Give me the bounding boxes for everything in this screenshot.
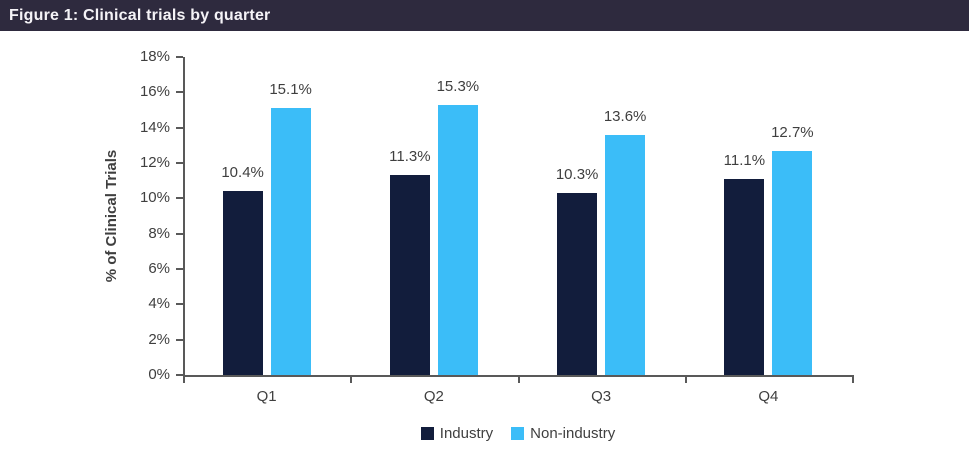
bar-industry-q3 <box>557 193 598 375</box>
figure-title-bar: Figure 1: Clinical trials by quarter <box>0 0 969 31</box>
y-tick-mark <box>176 126 183 129</box>
figure-title: Figure 1: Clinical trials by quarter <box>9 6 271 24</box>
y-tick-label: 8% <box>148 224 170 242</box>
x-category-label: Q4 <box>758 388 779 405</box>
y-tick-label: 6% <box>148 260 170 277</box>
y-tick-label: 0% <box>148 366 170 383</box>
x-category-label: Q3 <box>591 388 612 405</box>
y-tick-label: 10% <box>139 189 170 207</box>
y-tick-mark <box>176 162 183 164</box>
y-tick-mark <box>176 232 183 235</box>
x-tick-mark <box>517 375 520 383</box>
bar-industry-q2 <box>389 175 430 375</box>
y-tick-mark <box>176 91 183 94</box>
y-tick-mark <box>176 303 183 306</box>
y-tick-label: 16% <box>139 83 170 101</box>
legend-label: Industry <box>439 424 494 442</box>
x-tick-mark <box>684 375 687 383</box>
y-tick-label: 4% <box>148 295 170 313</box>
bar-value-label: 15.1% <box>269 81 312 99</box>
y-tick-mark <box>176 268 183 270</box>
x-tick-mark <box>350 375 353 383</box>
bar-non-industry-q4 <box>772 150 813 375</box>
y-tick-mark <box>176 374 183 376</box>
y-tick-mark <box>176 197 183 200</box>
bar-non-industry-q1 <box>270 108 311 375</box>
bar-industry-q1 <box>222 191 263 375</box>
y-tick-label: 12% <box>139 154 170 171</box>
bar-value-label: 10.4% <box>221 164 264 182</box>
y-axis-line <box>183 57 185 377</box>
y-tick-mark <box>176 338 183 341</box>
bar-value-label: 11.3% <box>389 148 431 166</box>
bar-non-industry-q3 <box>605 134 646 375</box>
bar-industry-q4 <box>724 178 765 375</box>
x-tick-mark <box>183 375 185 383</box>
bar-value-label: 12.7% <box>771 123 814 141</box>
legend-swatch-icon <box>420 426 434 440</box>
x-category-label: Q2 <box>423 388 444 405</box>
bar-value-label: 13.6% <box>603 107 647 125</box>
bar-value-label: 15.3% <box>436 77 480 95</box>
legend-label: Non-industry <box>530 424 616 442</box>
bar-non-industry-q2 <box>437 104 478 375</box>
bar-value-label: 10.3% <box>555 166 599 184</box>
y-axis-title: % of Clinical Trials <box>103 149 120 283</box>
y-tick-label: 18% <box>139 48 170 65</box>
legend-item-industry: Industry <box>420 424 494 442</box>
x-tick-mark <box>852 375 854 383</box>
bar-value-label: 11.1% <box>723 151 766 169</box>
legend-swatch-icon <box>511 426 525 440</box>
y-tick-label: 2% <box>148 330 170 348</box>
x-category-label: Q1 <box>256 388 277 405</box>
legend-item-non-industry: Non-industry <box>511 425 615 442</box>
y-tick-mark <box>176 56 183 58</box>
chart-legend: Industry Non-industry <box>183 424 853 442</box>
y-tick-label: 14% <box>139 118 170 136</box>
